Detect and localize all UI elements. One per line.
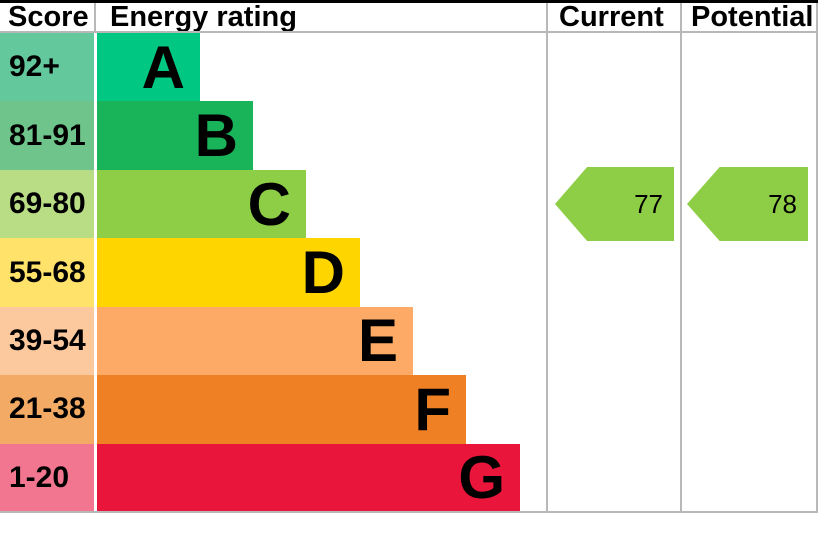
band-bar-c: C	[97, 169, 306, 239]
band-bar-g: G	[97, 443, 520, 513]
score-range-b: 81-91	[0, 101, 94, 170]
top-border	[0, 0, 818, 3]
score-range-f: 21-38	[0, 375, 94, 444]
band-bar-a: A	[97, 33, 200, 102]
rating-bands: 92+ A 81-91 B 69-80 C 55-68 D 39-54 E 21-38 F 1-20 G	[0, 33, 546, 513]
score-column-header: Score	[8, 1, 89, 33]
band-row-a: 92+ A	[0, 33, 546, 102]
potential-column-header: Potential	[691, 1, 814, 33]
score-header-divider	[94, 3, 96, 31]
band-row-d: 55-68 D	[0, 238, 546, 307]
current-column-header: Current	[559, 1, 664, 33]
potential-rating-arrow: 78	[687, 167, 808, 241]
score-range-e: 39-54	[0, 306, 94, 376]
band-row-e: 39-54 E	[0, 306, 546, 376]
right-border-line	[816, 3, 818, 513]
band-row-g: 1-20 G	[0, 443, 546, 513]
band-row-f: 21-38 F	[0, 375, 546, 444]
band-row-b: 81-91 B	[0, 101, 546, 170]
score-range-g: 1-20	[0, 443, 94, 513]
score-range-d: 55-68	[0, 238, 94, 307]
score-range-c: 69-80	[0, 169, 94, 239]
current-rating-value: 77	[634, 188, 663, 219]
potential-column-divider	[680, 3, 682, 513]
current-column-divider	[546, 3, 548, 513]
potential-rating-value: 78	[768, 188, 797, 219]
header-divider-line	[0, 31, 818, 33]
band-row-c: 69-80 C	[0, 169, 546, 239]
score-range-a: 92+	[0, 33, 94, 102]
energy-rating-column-header: Energy rating	[110, 1, 297, 33]
band-bar-e: E	[97, 306, 413, 376]
bottom-border-line	[0, 511, 818, 513]
current-rating-arrow: 77	[555, 167, 674, 241]
band-bar-f: F	[97, 375, 466, 444]
band-bar-b: B	[97, 101, 253, 170]
band-bar-d: D	[97, 238, 360, 307]
